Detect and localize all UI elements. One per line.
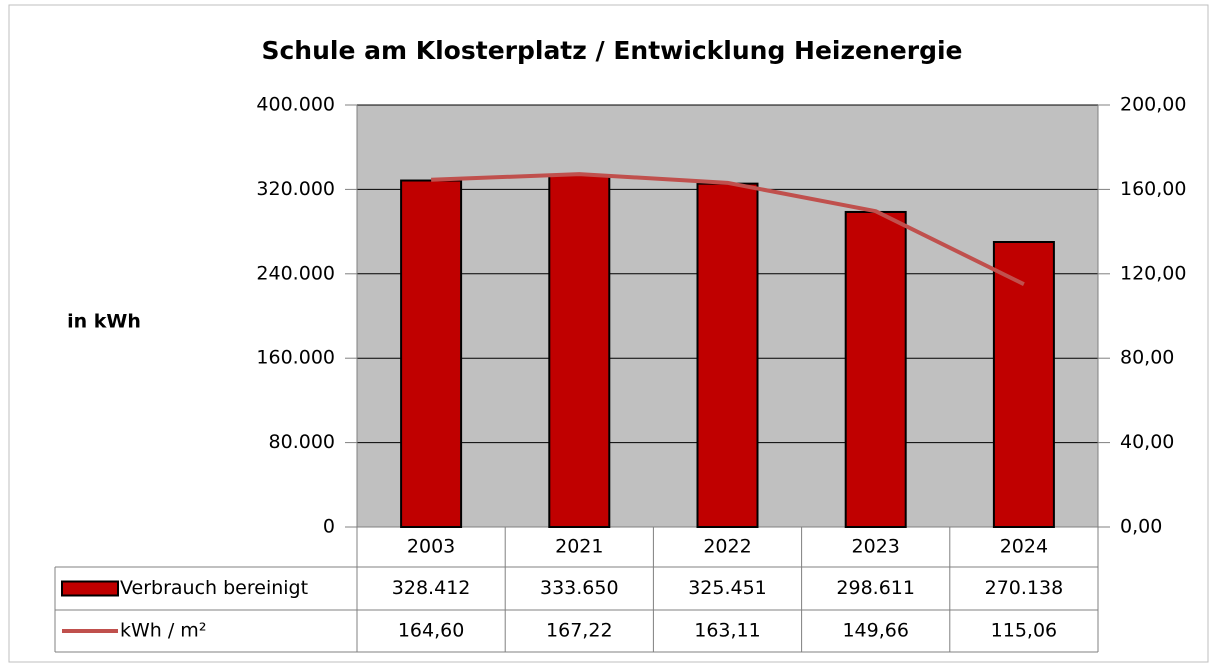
x-tick-label: 2024 (1000, 536, 1048, 558)
y2-tick-label: 200,00 (1120, 94, 1186, 116)
table-value: 298.611 (836, 577, 915, 599)
legend-key (61, 580, 119, 597)
y-tick-label: 320.000 (256, 178, 335, 200)
table-value: 115,06 (991, 620, 1057, 642)
table-value: 325.451 (688, 577, 767, 599)
y-tick-label: 80.000 (269, 431, 335, 453)
y-tick-label: 0 (323, 516, 335, 538)
bar (400, 179, 463, 529)
table-value: 333.650 (540, 577, 619, 599)
y-tick-label: 160.000 (256, 347, 335, 369)
x-tick-label: 2003 (407, 536, 455, 558)
chart-title: Schule am Klosterplatz / Entwicklung Hei… (261, 36, 962, 65)
y-tick-label: 240.000 (256, 262, 335, 284)
bar (696, 182, 759, 528)
table-value: 164,60 (398, 620, 464, 642)
table-value: 270.138 (985, 577, 1064, 599)
legend-label: kWh / m² (120, 620, 206, 642)
y2-tick-label: 80,00 (1120, 347, 1174, 369)
y-tick-label: 400.000 (256, 94, 335, 116)
table-value: 149,66 (842, 620, 908, 642)
y2-tick-label: 160,00 (1120, 178, 1186, 200)
x-tick-label: 2022 (703, 536, 751, 558)
bar (844, 210, 907, 528)
y-axis-label: in kWh (67, 311, 141, 333)
table-value: 328.412 (392, 577, 471, 599)
bar (992, 241, 1055, 528)
x-tick-label: 2023 (852, 536, 900, 558)
y2-tick-label: 40,00 (1120, 431, 1174, 453)
x-tick-label: 2021 (555, 536, 603, 558)
bar (548, 173, 611, 529)
table-value: 163,11 (694, 620, 760, 642)
line (431, 172, 1025, 287)
table-value: 167,22 (546, 620, 612, 642)
y2-tick-label: 120,00 (1120, 262, 1186, 284)
legend-label: Verbrauch bereinigt (120, 577, 308, 599)
y2-tick-label: 0,00 (1120, 516, 1162, 538)
